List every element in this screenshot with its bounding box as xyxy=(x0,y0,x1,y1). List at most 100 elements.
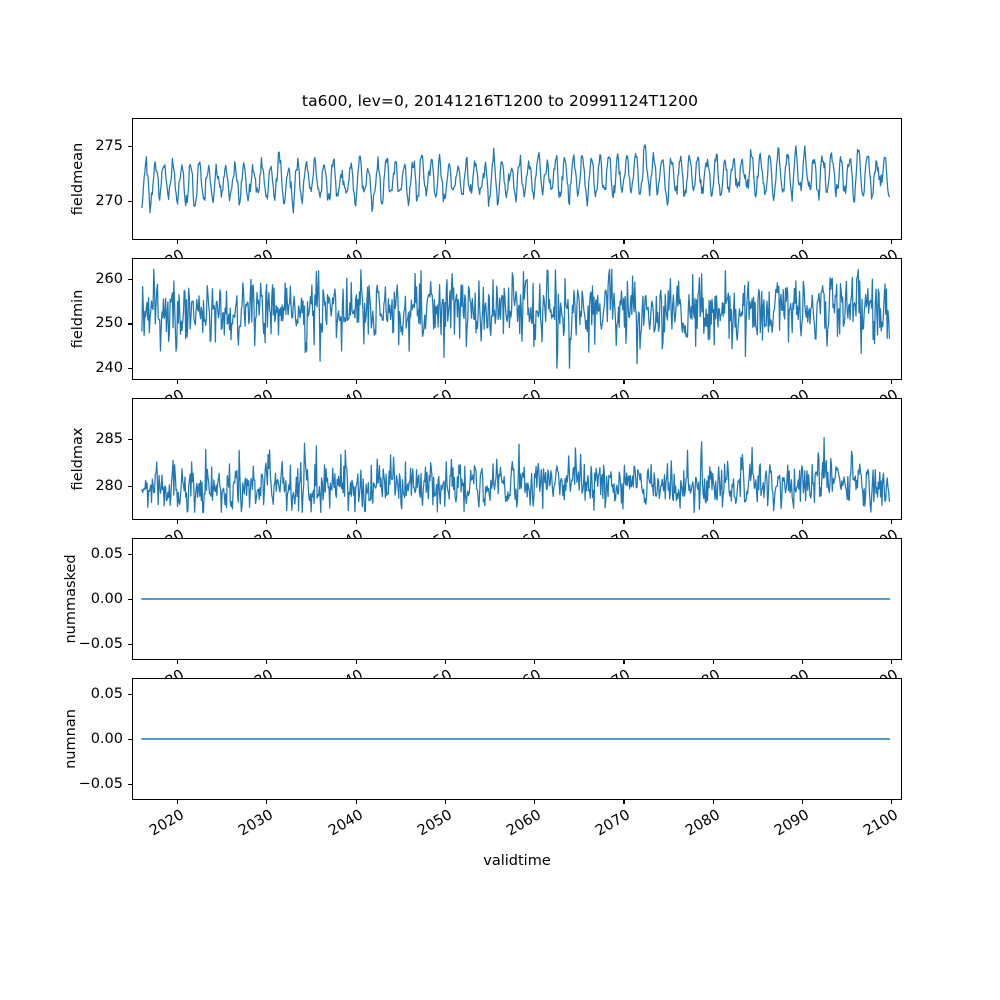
x-tick-mark xyxy=(891,520,893,525)
x-tick-mark xyxy=(266,660,268,665)
x-tick-mark xyxy=(623,660,625,665)
x-tick-mark xyxy=(802,240,804,245)
plot-area-fieldmin xyxy=(133,259,901,379)
x-tick-mark xyxy=(802,800,804,805)
x-tick-mark xyxy=(534,660,536,665)
x-tick-mark xyxy=(266,520,268,525)
x-tick-label: 2030 xyxy=(236,807,277,840)
x-tick-mark xyxy=(534,520,536,525)
plot-area-numnan xyxy=(133,679,901,799)
x-tick-mark xyxy=(266,240,268,245)
x-tick-mark xyxy=(891,660,893,665)
x-tick-mark xyxy=(802,660,804,665)
plot-area-nummasked xyxy=(133,539,901,659)
x-tick-mark xyxy=(444,240,446,245)
plot-area-fieldmean xyxy=(133,119,901,239)
x-tick-mark xyxy=(802,380,804,385)
y-tick-label: 0.00 xyxy=(90,591,123,607)
x-tick-label: 2020 xyxy=(147,807,187,840)
x-tick-mark xyxy=(177,520,179,525)
y-tick-mark xyxy=(127,784,132,786)
series-line-fieldmax xyxy=(141,436,891,514)
subplot-fieldmean xyxy=(132,118,902,240)
x-tick-mark xyxy=(534,240,536,245)
x-tick-mark xyxy=(712,380,714,385)
y-tick-mark xyxy=(127,644,132,646)
x-tick-mark xyxy=(712,800,714,805)
y-tick-label: 250 xyxy=(95,315,123,332)
subplot-fieldmax xyxy=(132,398,902,520)
x-tick-mark xyxy=(534,380,536,385)
x-tick-mark xyxy=(355,380,357,385)
y-tick-label: 0.05 xyxy=(90,545,123,562)
figure-title: ta600, lev=0, 20141216T1200 to 20991124T… xyxy=(301,92,699,110)
y-tick-mark xyxy=(127,485,132,487)
y-tick-label: 275 xyxy=(95,138,123,155)
y-axis-label-numnan: numnan xyxy=(63,709,79,769)
x-tick-mark xyxy=(802,520,804,525)
subplot-fieldmin xyxy=(132,258,902,380)
x-tick-mark xyxy=(444,380,446,385)
x-axis-label: validtime xyxy=(483,853,551,869)
y-tick-label: 0.05 xyxy=(90,685,123,702)
subplot-nummasked xyxy=(132,538,902,660)
x-tick-mark xyxy=(623,800,625,805)
x-tick-mark xyxy=(177,380,179,385)
x-tick-label: 2050 xyxy=(414,807,455,840)
y-tick-mark xyxy=(127,323,132,325)
y-tick-label: 240 xyxy=(95,360,123,377)
y-tick-label: 260 xyxy=(95,270,123,287)
y-tick-mark xyxy=(127,739,132,741)
x-tick-label: 2060 xyxy=(504,807,545,840)
y-tick-label: 280 xyxy=(95,477,123,494)
x-tick-mark xyxy=(623,520,625,525)
x-tick-mark xyxy=(177,660,179,665)
x-tick-label: 2090 xyxy=(772,807,812,840)
x-tick-mark xyxy=(891,240,893,245)
x-tick-mark xyxy=(712,520,714,525)
x-tick-mark xyxy=(444,660,446,665)
y-tick-label: 0.00 xyxy=(90,731,123,747)
x-tick-mark xyxy=(444,800,446,805)
y-axis-label-fieldmax: fieldmax xyxy=(70,427,86,491)
x-tick-mark xyxy=(891,800,893,805)
x-tick-mark xyxy=(355,520,357,525)
series-line-fieldmean xyxy=(141,144,891,214)
plot-area-fieldmax xyxy=(133,399,901,519)
x-tick-label: 2080 xyxy=(682,807,723,840)
x-tick-label: 2100 xyxy=(861,807,902,840)
x-tick-mark xyxy=(534,800,536,805)
x-tick-label: 2070 xyxy=(593,807,634,840)
x-tick-mark xyxy=(355,800,357,805)
series-line-numnan xyxy=(141,738,891,740)
y-tick-mark xyxy=(127,553,132,555)
y-tick-mark xyxy=(127,599,132,601)
x-tick-mark xyxy=(177,800,179,805)
y-axis-label-nummasked: nummasked xyxy=(63,554,79,644)
x-tick-mark xyxy=(355,240,357,245)
y-tick-mark xyxy=(127,278,132,280)
x-tick-label: 2040 xyxy=(325,807,366,840)
y-tick-label: −0.05 xyxy=(78,636,123,653)
x-tick-mark xyxy=(444,520,446,525)
y-axis-label-fieldmin: fieldmin xyxy=(70,289,86,349)
x-tick-mark xyxy=(266,380,268,385)
y-axis-label-fieldmean: fieldmean xyxy=(70,142,86,216)
x-tick-mark xyxy=(623,240,625,245)
y-tick-label: −0.05 xyxy=(78,776,123,793)
series-line-nummasked xyxy=(141,598,891,600)
x-tick-mark xyxy=(355,660,357,665)
y-tick-mark xyxy=(127,368,132,370)
y-tick-label: 285 xyxy=(95,430,123,447)
y-tick-mark xyxy=(127,200,132,202)
subplot-numnan xyxy=(132,678,902,800)
y-tick-mark xyxy=(127,438,132,441)
x-tick-mark xyxy=(177,240,179,245)
series-line-fieldmin xyxy=(141,268,891,369)
x-tick-mark xyxy=(266,800,268,805)
y-tick-mark xyxy=(127,693,132,695)
x-tick-mark xyxy=(712,660,714,665)
x-tick-mark xyxy=(623,380,625,385)
y-tick-label: 270 xyxy=(95,192,123,209)
